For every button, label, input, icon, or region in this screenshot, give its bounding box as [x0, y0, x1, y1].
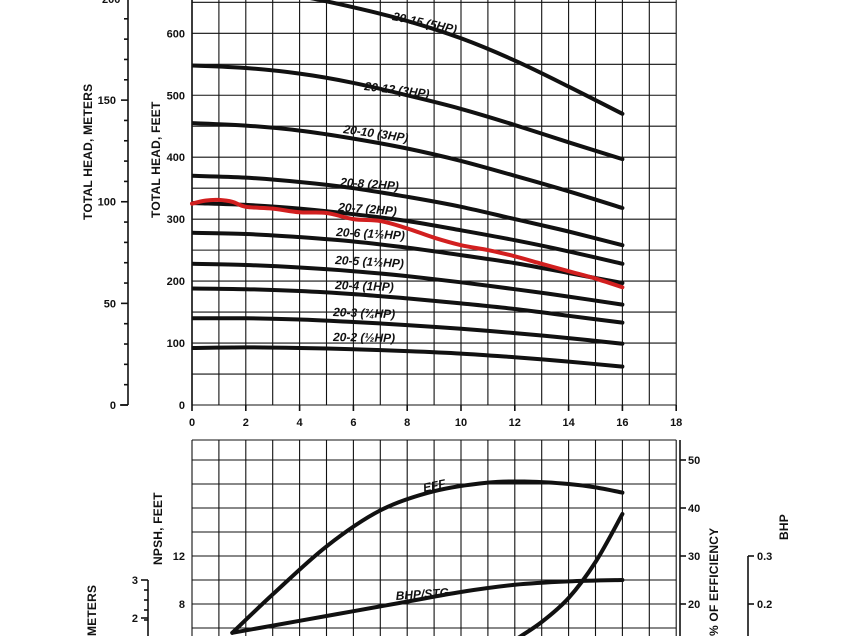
head-curve-20-6 [192, 230, 625, 285]
label-20-15: 20-15 (5HP) [390, 9, 458, 36]
head-curve-20-2 [192, 345, 625, 369]
eff-tick-label: 30 [688, 551, 700, 563]
feet-tick-label: 200 [167, 276, 185, 288]
head-curve-20-10 [192, 121, 625, 210]
feet-tick-label: 600 [167, 28, 185, 40]
meter-tick-label: 0 [110, 400, 116, 412]
meter-tick-label: 150 [98, 95, 116, 107]
feet-tick-label: 0 [179, 400, 185, 412]
x-tick-label: 14 [562, 417, 575, 429]
feet-tick-label: 100 [167, 338, 185, 350]
label-20-2: 20-2 (½HP) [332, 330, 395, 345]
head-curve-20-5 [192, 261, 625, 307]
eff-tick-label: 20 [688, 599, 700, 611]
eff-tick-label: 50 [688, 455, 700, 467]
x-tick-label: 10 [455, 417, 467, 429]
x-tick-label: 2 [243, 417, 249, 429]
head-curve-20-4 [192, 286, 625, 325]
x-axis-ticks: 0 2 4 6 8 10 12 14 16 18 [189, 405, 682, 429]
label-20-7: 20-7 (2HP) [337, 200, 398, 218]
label-20-3: 20-3 (¾HP) [332, 305, 395, 321]
highlight-curve [190, 197, 625, 290]
head-curve-20-8 [192, 173, 625, 248]
label-20-12: 20-12 (3HP) [363, 79, 431, 101]
label-20-4: 20-4 (1HP) [334, 278, 394, 294]
label-20-8: 20-8 (2HP) [339, 175, 400, 193]
x-tick-label: 16 [616, 417, 628, 429]
meters-tick-top-partial: 200 [102, 0, 120, 6]
meter-tick-label: 100 [98, 197, 116, 209]
lower-curve-npsh [517, 512, 625, 636]
label-20-6: 20-6 (1½HP) [335, 225, 405, 243]
feet-axis-title: TOTAL HEAD, FEET [149, 101, 163, 218]
label-20-5: 20-5 (1½HP) [334, 253, 404, 271]
feet-tick-label: 300 [167, 214, 185, 226]
lower-curves [230, 479, 625, 636]
x-tick-label: 12 [509, 417, 521, 429]
bhp-axis-title: BHP [777, 514, 791, 540]
label-bhp-stg: BHP/STG [395, 585, 449, 603]
label-eff: EFF [422, 476, 448, 495]
x-tick-label: 4 [297, 417, 304, 429]
lower-grid [191, 439, 677, 636]
meters-axis-title: TOTAL HEAD, METERS [81, 84, 95, 220]
head-curve-20-12 [192, 63, 625, 162]
bhp-tick-label: 0.2 [757, 599, 772, 611]
head-curve-20-3 [192, 316, 625, 346]
lower-axis-ticks: 20 30 40 50 8 12 2 3 0.2 0.3 [132, 455, 772, 625]
lower-curve-bhpstg [230, 578, 625, 635]
eff-tick-label: 40 [688, 503, 700, 515]
head-curve-20-7 [192, 201, 625, 266]
head-curve-20-15 [309, 0, 625, 116]
meters-axis-ticks: 0 50 100 150 [98, 18, 128, 412]
x-tick-label: 18 [670, 417, 682, 429]
npsh-m-tick-label: 3 [132, 575, 138, 587]
npsh-axis-title: NPSH, FEET [151, 492, 165, 565]
bhp-tick-label: 0.3 [757, 551, 772, 563]
npsh-meters-axis-title: METERS [85, 585, 99, 636]
lower-curve-eff [230, 479, 625, 635]
x-tick-label: 6 [350, 417, 356, 429]
meter-tick-label: 50 [104, 298, 116, 310]
feet-axis-ticks: 100 200 300 400 500 600 0 [167, 28, 185, 412]
x-tick-label: 0 [189, 417, 195, 429]
feet-tick-label: 400 [167, 152, 185, 164]
feet-tick-label: 500 [167, 90, 185, 102]
head-curves [192, 0, 625, 369]
x-tick-label: 8 [404, 417, 410, 429]
npsh-tick-label: 12 [173, 551, 185, 563]
npsh-tick-label: 8 [179, 599, 185, 611]
efficiency-axis-title: % OF EFFICIENCY [707, 528, 721, 636]
npsh-m-tick-label: 2 [132, 613, 138, 625]
